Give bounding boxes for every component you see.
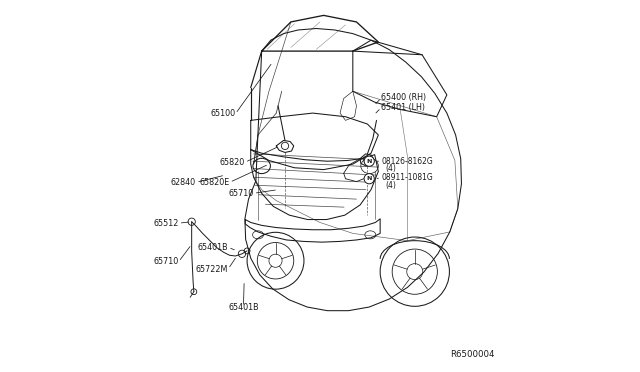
Text: 65820E: 65820E (199, 178, 230, 187)
Text: 65100: 65100 (211, 109, 236, 118)
Text: N: N (367, 176, 372, 181)
Text: 65820: 65820 (220, 158, 245, 167)
Circle shape (364, 156, 374, 166)
Text: 08911-1081G: 08911-1081G (381, 173, 433, 183)
Text: 08126-8162G: 08126-8162G (381, 157, 433, 166)
Text: 62840: 62840 (171, 178, 196, 187)
Text: 65710: 65710 (228, 189, 253, 198)
Text: (4): (4) (386, 181, 397, 190)
Text: 65710: 65710 (154, 257, 179, 266)
Text: R6500004: R6500004 (450, 350, 494, 359)
Circle shape (364, 174, 374, 184)
Text: 65400 (RH): 65400 (RH) (381, 93, 426, 102)
Text: N: N (367, 159, 372, 164)
Text: 65512: 65512 (153, 219, 179, 228)
Text: (4): (4) (386, 164, 397, 173)
Text: 65401B: 65401B (228, 302, 259, 311)
Text: 65401B: 65401B (198, 243, 228, 252)
Text: 65401 (LH): 65401 (LH) (381, 103, 425, 112)
Text: 65722M: 65722M (196, 264, 228, 274)
